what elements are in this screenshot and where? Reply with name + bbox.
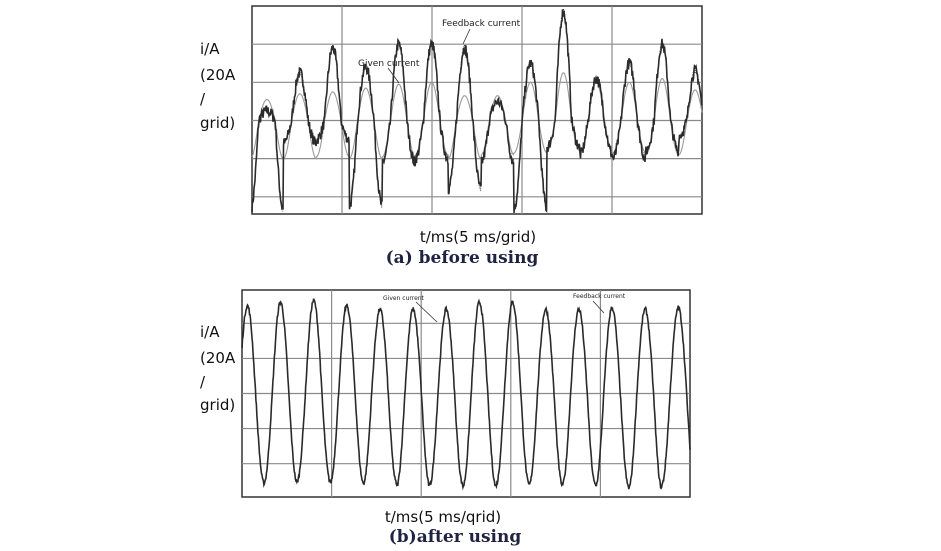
chart-after-using: i/A (20A / grid) t/ms(5 ms/qrid) (b)afte…: [200, 289, 691, 547]
annotation-feedback-current: Feedback current: [573, 293, 626, 300]
y-axis-label-line: grid): [200, 396, 235, 414]
caption: (b)after using: [389, 527, 522, 547]
annotation-pointer: [387, 67, 400, 84]
annotation-given-current: Given current: [358, 59, 420, 69]
y-axis-label-line: /: [200, 373, 206, 391]
y-axis-label-line: (20A: [200, 349, 236, 367]
y-axis-label-line: grid): [200, 114, 235, 132]
series-group: [241, 298, 691, 491]
x-axis-label: t/ms(5 ms/grid): [420, 228, 536, 246]
chart-before-using: i/A (20A / grid) t/ms(5 ms/grid) (a) bef…: [200, 5, 703, 268]
series-line-given-current: [251, 72, 703, 160]
annotation-pointer: [592, 300, 605, 314]
x-axis-label: t/ms(5 ms/qrid): [385, 508, 501, 526]
series-group: [251, 8, 703, 213]
annotation-feedback-current: Feedback current: [442, 19, 521, 29]
y-axis-label-line: /: [200, 90, 206, 108]
y-axis-label-line: i/A: [200, 323, 220, 341]
y-axis-label-line: (20A: [200, 66, 236, 84]
caption: (a) before using: [386, 248, 539, 268]
annotation-pointer: [462, 28, 471, 45]
series-line-feedback-current: [241, 298, 691, 491]
annotation-given-current: Given current: [383, 295, 425, 302]
series-line-feedback-current: [251, 9, 703, 213]
plot-frame: [251, 5, 703, 215]
gridlines: [252, 6, 702, 214]
gridlines: [242, 290, 690, 497]
annotation-pointer: [415, 301, 438, 323]
y-axis-label-line: i/A: [200, 40, 220, 58]
